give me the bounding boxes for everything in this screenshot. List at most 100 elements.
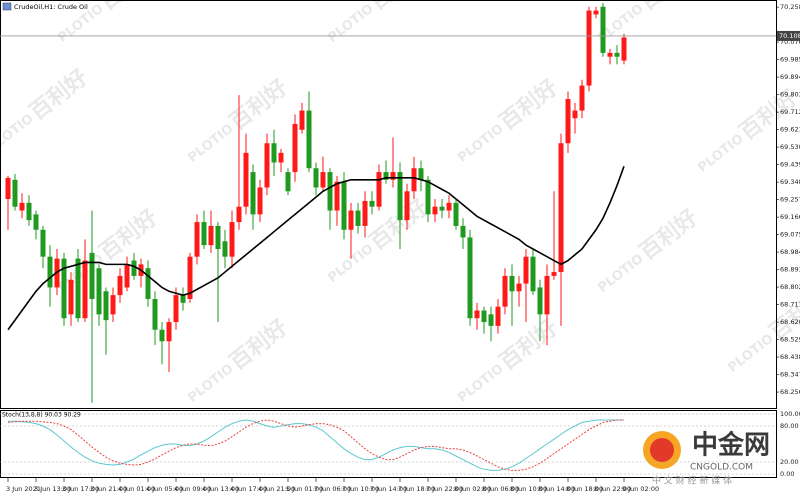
candle-body [537,287,543,315]
stoch-title: Stoch(13,8,8) 90.03 90.29 [2,412,81,419]
y-tick-label: 68.711 [780,301,800,309]
y-tick-label: 69.712 [780,108,800,116]
candle-body [264,143,270,188]
candle-body [600,6,606,53]
y-tick-label: 69.985 [780,56,800,64]
y-tick-label: 68.893 [780,266,800,274]
y-tick-label: 69.166 [780,213,800,221]
candle-body [432,206,438,215]
candle-body [495,306,501,326]
candle-body [586,10,592,86]
stoch-panel-frame [0,410,777,478]
x-tick-label: 8 Jun 06:00 [482,485,519,493]
candle-body [117,275,123,296]
candle-body [215,225,221,249]
candle-body [579,85,585,111]
candle-body [516,283,522,292]
price-panel-frame [0,0,777,409]
y-tick-label: 69.348 [780,178,800,186]
logo-domain: CNGOLD.COM [690,463,753,473]
x-tick-label: 8 Jun 22:00 [594,485,631,493]
x-tick-label: 4 Jun 05:00 [146,485,183,493]
candle-body [565,99,571,144]
x-tick-label: 7 Jun 18:00 [398,485,435,493]
candle-body [334,181,340,211]
candle-body [145,268,151,299]
candle-body [131,260,137,276]
candle-body [453,202,459,226]
candle-body [320,172,326,188]
y-tick-label: 69.257 [780,196,800,204]
y-tick-label: 70.076 [780,38,800,46]
candle-body [5,177,11,200]
x-tick-label: 3 Jun 2021 [6,485,41,493]
x-tick-label: 8 Jun 10:00 [510,485,547,493]
x-tick-label: 8 Jun 02:00 [454,485,491,493]
x-tick-label: 8 Jun 14:00 [538,485,575,493]
y-tick-label: 68.347 [780,371,800,379]
candle-body [551,272,557,276]
x-tick-label: 3 Jun 21:00 [90,485,127,493]
candle-body [481,310,487,323]
candle-body [208,225,214,246]
y-tick-label: 100.00 [780,410,800,418]
candle-body [411,168,417,192]
candle-body [96,268,102,315]
x-tick-label: 3 Jun 13:00 [34,485,71,493]
y-tick-label: 68.256 [780,388,800,396]
candle-body [418,168,424,180]
candle-body [467,237,473,319]
candle-body [47,256,53,288]
y-tick-label: 69.075 [780,231,800,239]
logo-tagline: 中 文 财 经 新 媒 体 [652,475,732,487]
candle-body [558,143,564,273]
y-tick-label: 68.620 [780,318,800,326]
y-tick-label: 69.803 [780,91,800,99]
candle-body [285,172,291,192]
x-tick-label: 9 Jun 02:00 [622,485,659,493]
y-tick-label: 68.529 [780,336,800,344]
candle-body [341,181,347,230]
candle-body [89,252,95,299]
candle-body [68,279,74,315]
x-tick-label: 7 Jun 22:00 [426,485,463,493]
candle-body [187,256,193,299]
candle-body [243,152,249,207]
candle-body [40,229,46,257]
candle-body [124,264,130,288]
logo: 中金网 CNGOLD.COM 中 文 财 经 新 媒 体 [643,430,770,487]
moving-average [7,166,625,331]
x-tick-label: 4 Jun 13:00 [202,485,239,493]
candle-body [152,298,158,330]
candle-body [236,206,242,223]
candle-body [194,222,200,257]
candle-body [222,241,228,257]
candle-body [607,52,613,57]
y-tick-label: 70.258 [780,3,800,11]
candle-body [404,191,410,221]
x-tick-label: 5 Jun 01:00 [286,485,323,493]
chart-title: CrudeOil,H1: Crude Oil [14,3,88,11]
candle-body [173,295,179,323]
candle-body [530,256,536,292]
candle-body [460,225,466,238]
logo-name: 中金网 [692,430,770,461]
x-tick-label: 8 Jun 18:00 [566,485,603,493]
candle-body [306,110,312,169]
candle-body [425,179,431,215]
x-tick-label: 4 Jun 09:00 [174,485,211,493]
y-tick-label: 69.894 [780,73,800,81]
candle-body [250,172,256,215]
candle-body [159,329,165,342]
x-tick-label: 4 Jun 21:00 [258,485,295,493]
y-tick-label: 69.439 [780,161,800,169]
y-tick-label: 69.530 [780,143,800,151]
candle-body [61,258,67,319]
candle-body [12,179,18,207]
candle-body [257,187,263,215]
candle-body [229,222,235,257]
candle-body [369,200,375,207]
stoch-line [7,419,624,471]
candle-body [166,322,172,342]
